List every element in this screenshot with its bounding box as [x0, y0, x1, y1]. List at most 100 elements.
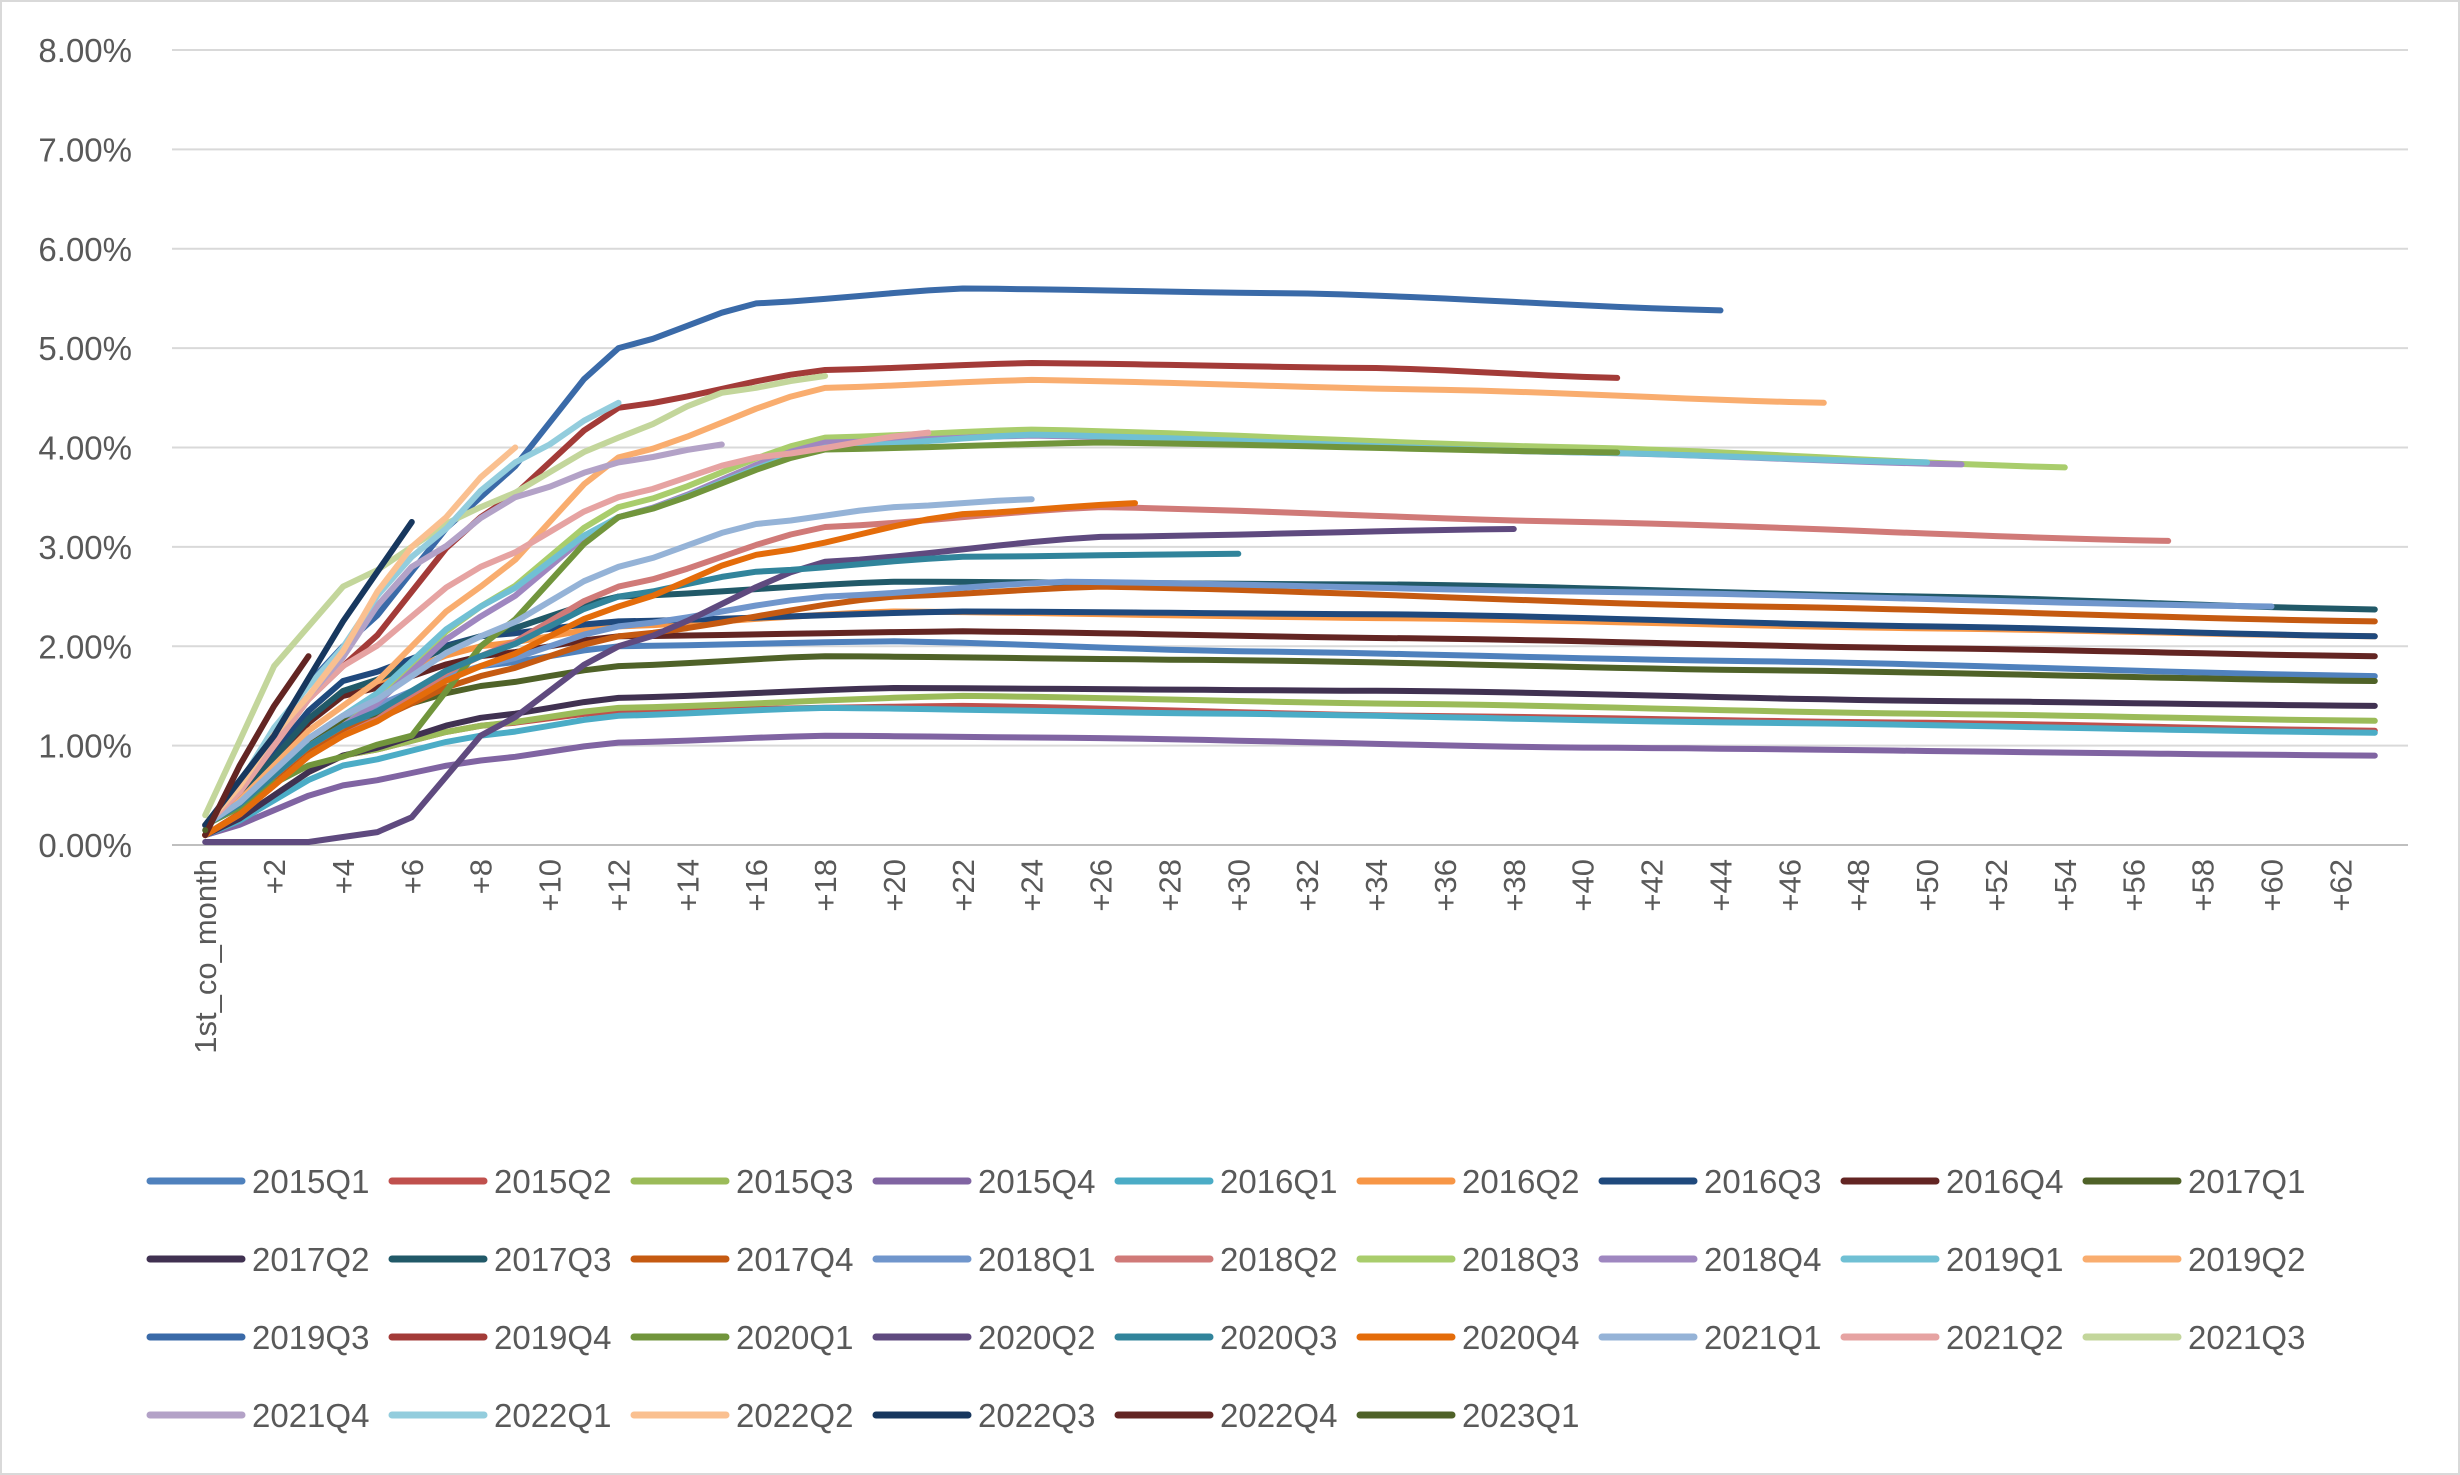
legend-item-2020Q3: 2020Q3 [1114, 1319, 1337, 1356]
legend-label: 2020Q3 [1220, 1319, 1337, 1356]
x-tick-label: +62 [2323, 859, 2358, 912]
legend-label: 2019Q2 [2188, 1241, 2305, 1278]
x-tick-label: +34 [1359, 859, 1394, 912]
series-line-2020Q3 [202, 550, 1242, 829]
legend-label: 2021Q3 [2188, 1319, 2305, 1356]
legend-item-2015Q3: 2015Q3 [630, 1163, 853, 1200]
series-line-2019Q4 [202, 360, 1621, 829]
series-line-2019Q1 [202, 431, 1931, 829]
y-tick-label: 0.00% [38, 827, 132, 864]
series-line-2021Q1 [202, 496, 1035, 829]
legend-item-2015Q2: 2015Q2 [388, 1163, 611, 1200]
legend-label: 2021Q1 [1704, 1319, 1821, 1356]
legend-label: 2015Q2 [494, 1163, 611, 1200]
legend-label: 2018Q2 [1220, 1241, 1337, 1278]
x-tick-label: +36 [1428, 859, 1463, 912]
x-tick-label: +48 [1841, 859, 1876, 912]
legend-item-2019Q2: 2019Q2 [2082, 1241, 2305, 1278]
y-tick-label: 6.00% [38, 231, 132, 268]
legend-item-2017Q1: 2017Q1 [2082, 1163, 2305, 1200]
series-line-2021Q2 [202, 429, 932, 829]
y-tick-label: 1.00% [38, 728, 132, 765]
x-tick-label: +12 [601, 859, 636, 912]
legend-label: 2020Q2 [978, 1319, 1095, 1356]
x-tick-label: +56 [2117, 859, 2152, 912]
x-axis: 1st_co_month +2 +4 +6 +8 +10 +12 +14 +16 +18 +20 +2… [172, 844, 2408, 1054]
legend-item-2021Q1: 2021Q1 [1598, 1319, 1821, 1356]
legend-item-2022Q3: 2022Q3 [872, 1397, 1095, 1434]
series-line-2017Q2 [202, 685, 2378, 839]
x-tick-label: +18 [808, 859, 843, 912]
legend-label: 2021Q4 [252, 1397, 369, 1434]
y-tick-label: 8.00% [38, 32, 132, 69]
x-tick-label: +44 [1703, 859, 1738, 912]
legend-item-2021Q4: 2021Q4 [146, 1397, 369, 1434]
series-line-2018Q1 [202, 578, 2275, 829]
x-tick-label: +58 [2186, 859, 2221, 912]
y-tick-label: 4.00% [38, 430, 132, 467]
series-line-2021Q3 [202, 373, 829, 819]
legend-label: 2019Q1 [1946, 1241, 2063, 1278]
x-tick-label: +24 [1015, 859, 1050, 912]
legend-label: 2020Q4 [1462, 1319, 1579, 1356]
x-tick-label: +42 [1635, 859, 1670, 912]
x-tick-label: +38 [1497, 859, 1532, 912]
legend-item-2021Q2: 2021Q2 [1840, 1319, 2063, 1356]
series-line-2020Q4 [202, 500, 1138, 839]
x-tick-label: +50 [1910, 859, 1945, 912]
series-line-2015Q3 [202, 692, 2378, 839]
series-line-2017Q1 [202, 653, 2378, 829]
legend-item-2020Q2: 2020Q2 [872, 1319, 1095, 1356]
series-line-2016Q1 [202, 704, 2378, 839]
legend-label: 2017Q2 [252, 1241, 369, 1278]
legend-label: 2016Q4 [1946, 1163, 2063, 1200]
series-line-2020Q2 [202, 526, 1517, 845]
legend-item-2018Q3: 2018Q3 [1356, 1241, 1579, 1278]
legend-item-2016Q3: 2016Q3 [1598, 1163, 1821, 1200]
y-tick-label: 2.00% [38, 628, 132, 665]
legend-item-2019Q4: 2019Q4 [388, 1319, 611, 1356]
series-line-2018Q2 [202, 504, 2172, 839]
legend-item-2020Q4: 2020Q4 [1356, 1319, 1579, 1356]
legend-item-2018Q4: 2018Q4 [1598, 1241, 1821, 1278]
legend-label: 2016Q3 [1704, 1163, 1821, 1200]
series-line-2020Q1 [202, 439, 1621, 829]
series-line-2023Q1 [202, 827, 209, 834]
legend-label: 2016Q1 [1220, 1163, 1337, 1200]
series-line-2017Q4 [202, 583, 2378, 839]
x-tick-label: +10 [533, 859, 568, 912]
x-tick-label: +14 [670, 859, 705, 912]
legend-label: 2022Q3 [978, 1397, 1095, 1434]
x-tick-label: +6 [395, 859, 430, 894]
x-tick-label: +4 [326, 859, 361, 894]
legend-item-2022Q2: 2022Q2 [630, 1397, 853, 1434]
series-line-2022Q1 [202, 399, 622, 829]
x-tick-label: +40 [1566, 859, 1601, 912]
legend-item-2018Q2: 2018Q2 [1114, 1241, 1337, 1278]
legend-item-2022Q4: 2022Q4 [1114, 1397, 1337, 1434]
legend-label: 2023Q1 [1462, 1397, 1579, 1434]
x-tick-label: +30 [1221, 859, 1256, 912]
legend-item-2017Q2: 2017Q2 [146, 1241, 369, 1278]
legend-item-2015Q1: 2015Q1 [146, 1163, 369, 1200]
series-line-2015Q1 [202, 638, 2378, 829]
legend-label: 2017Q1 [2188, 1163, 2305, 1200]
legend-item-2017Q4: 2017Q4 [630, 1241, 853, 1278]
legend-label: 2018Q3 [1462, 1241, 1579, 1278]
x-tick-label: +22 [946, 859, 981, 912]
series-line-2015Q4 [202, 732, 2378, 839]
legend-label: 2018Q1 [978, 1241, 1095, 1278]
plot-area [202, 285, 2378, 845]
legend-item-2018Q1: 2018Q1 [872, 1241, 1095, 1278]
legend-item-2017Q3: 2017Q3 [388, 1241, 611, 1278]
x-tick-label: +26 [1084, 859, 1119, 912]
legend-label: 2016Q2 [1462, 1163, 1579, 1200]
legend-item-2016Q1: 2016Q1 [1114, 1163, 1337, 1200]
legend-label: 2015Q4 [978, 1163, 1095, 1200]
legend-label: 2018Q4 [1704, 1241, 1821, 1278]
legend-label: 2019Q3 [252, 1319, 369, 1356]
legend: 2015Q1 2015Q2 2015Q3 2015Q4 2016Q1 2016Q2 2016… [146, 1163, 2305, 1434]
legend-item-2020Q1: 2020Q1 [630, 1319, 853, 1356]
y-tick-label: 7.00% [38, 131, 132, 168]
